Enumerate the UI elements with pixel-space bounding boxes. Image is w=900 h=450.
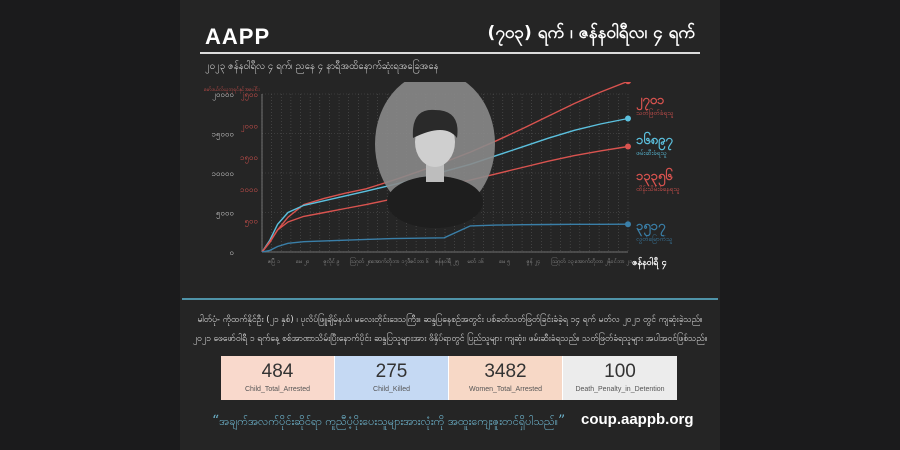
series-end-point (625, 115, 631, 122)
stat-value: 275 (375, 361, 408, 382)
series-end-value: ၁၃၃၅၆ (636, 167, 673, 187)
stats-cards: 484 Child_Total_Arrested 275 Child_Kille… (221, 356, 677, 400)
stat-label: Death_Penalty_in_Detention (575, 386, 665, 393)
stat-label: Women_Total_Arrested (468, 386, 543, 393)
stat-card-child-killed: 275 Child_Killed (335, 356, 449, 400)
stat-value: 484 (261, 361, 294, 382)
x-tick-label: နိုဝင်ဘာ ၂၁ (608, 257, 632, 266)
stat-card-death-penalty: 100 Death_Penalty_in_Detention (563, 356, 677, 400)
page-title: (၇၀၃) ရက် ၊ ဇန်နဝါရီလ၊ ၄ ရက် (487, 23, 695, 43)
x-tick-label: ဇွန် ၂၄ (527, 257, 541, 266)
y-tick-label-right: ၁၅၀၀ (240, 153, 258, 164)
x-tick-label: ဇူလိုင် ၉ (324, 257, 340, 266)
timeline-chart: ၀၅၀၀၀၁၀၀၀၀၁၅၀၀၀၂၀၀၀၀၅၀၀၁၀၀၀၁၅၀၀၂၀၀၀၂၅၀၀မ… (204, 82, 680, 270)
series-line (261, 223, 629, 253)
stat-card-women-arrested: 3482 Women_Total_Arrested (449, 356, 563, 400)
series-end-value: ၂၇၀၁ (636, 93, 665, 111)
stat-label: Child_Total_Arrested (245, 386, 310, 393)
x-tick-label: ဒီဇင်ဘာ ၆ (407, 257, 429, 265)
stat-value: 3482 (484, 361, 527, 382)
series-end-point (625, 221, 631, 228)
background-note: ၂၀၂၁ ဖေဖော်ဝါရီ ၁ ရက်နေ့ စစ်အာဏာသိမ်းပြီ… (192, 334, 708, 344)
acknowledgement-text: အချက်အလက်ပိုင်းဆိုင်ရာ ကူညီပံ့ပိုးပေးသူမ… (219, 415, 558, 428)
portrait-photo (375, 82, 495, 228)
x-tick-label: ဇန်နဝါရီ ၂၅ (435, 257, 459, 266)
series-name-label: ဖမ်းဆီးခံရသူ (636, 149, 667, 158)
website-link[interactable]: coup.aappb.org (581, 411, 694, 428)
series-name-label: လွတ်မြောက်သူ (636, 234, 673, 244)
x-tick-label: ဩဂုတ် ၁၃ (551, 256, 574, 266)
series-end-point (625, 82, 631, 85)
acknowledgement-quote: “အချက်အလက်ပိုင်းဆိုင်ရာ ကူညီပံ့ပိုးပေးသူ… (212, 413, 565, 431)
series-end-value: ၃၅၁၇ (636, 219, 666, 237)
series-name-label: သတ်ဖြတ်ခံရသူ (636, 108, 674, 118)
y-tick-label-left: ၂၀၀၀၀ (212, 90, 234, 101)
stat-card-child-arrested: 484 Child_Total_Arrested (221, 356, 335, 400)
y-tick-label-left: ၁၅၀၀၀ (212, 130, 235, 141)
x-tick-label: မေ ၅ (499, 259, 510, 266)
y-tick-label-left: ၅၀၀၀ (216, 209, 234, 220)
x-end-label: ဇန်နဝါရီ ၄ (632, 257, 667, 270)
x-tick-label: ဧပြီ ၁ (268, 257, 280, 266)
x-tick-label: အောက်တိုဘာ ၁၇ (371, 257, 407, 266)
chart-subtitle: ၂၀၂၃ ဇန်နဝါရီလ ၄ ရက်၊ ညနေ ၄ နာရီအထိနောက်… (205, 61, 439, 72)
x-tick-label: အောက်တိုဘာ ၂ (575, 257, 608, 266)
open-quote-mark: “ (212, 413, 220, 429)
y-tick-label-left: ၀ (230, 248, 235, 257)
close-quote-mark: ” (557, 413, 566, 429)
stat-label: Child_Killed (373, 386, 410, 393)
series-name-label: ထိန်းသိမ်းခံနေရသူ (636, 185, 680, 194)
stat-value: 100 (604, 361, 636, 382)
x-tick-label: ဩဂုတ် ၂၈ (349, 256, 371, 266)
y-tick-label-right: ၁၀၀၀ (240, 185, 258, 194)
series-end-value: ၁၆၈၉၇ (636, 131, 673, 151)
x-tick-label: မတ် ၁၆ (468, 257, 484, 265)
title-divider (200, 52, 700, 54)
series-end-point (625, 143, 631, 150)
photo-caption: မါတ်ပုံ- ကိုထက်နိုင်ဦး (၂၁ နှစ်) ၊ ပုလိပ… (197, 315, 703, 325)
brand-logo: AAPP (205, 24, 271, 49)
y-tick-label-right: ၂၅၀၀ (241, 90, 258, 101)
y-tick-label-right: ၂၀၀၀ (241, 122, 258, 133)
x-tick-label: မေ ၂၀ (296, 259, 310, 266)
legend-note: မော်ဒယ်လ်ယူဘုရင်နှင့်အပေါင်း (204, 87, 260, 93)
section-divider (182, 298, 718, 300)
y-tick-label-right: ၅၀၀ (245, 216, 259, 227)
y-tick-label-left: ၁၀၀၀၀ (212, 169, 235, 178)
